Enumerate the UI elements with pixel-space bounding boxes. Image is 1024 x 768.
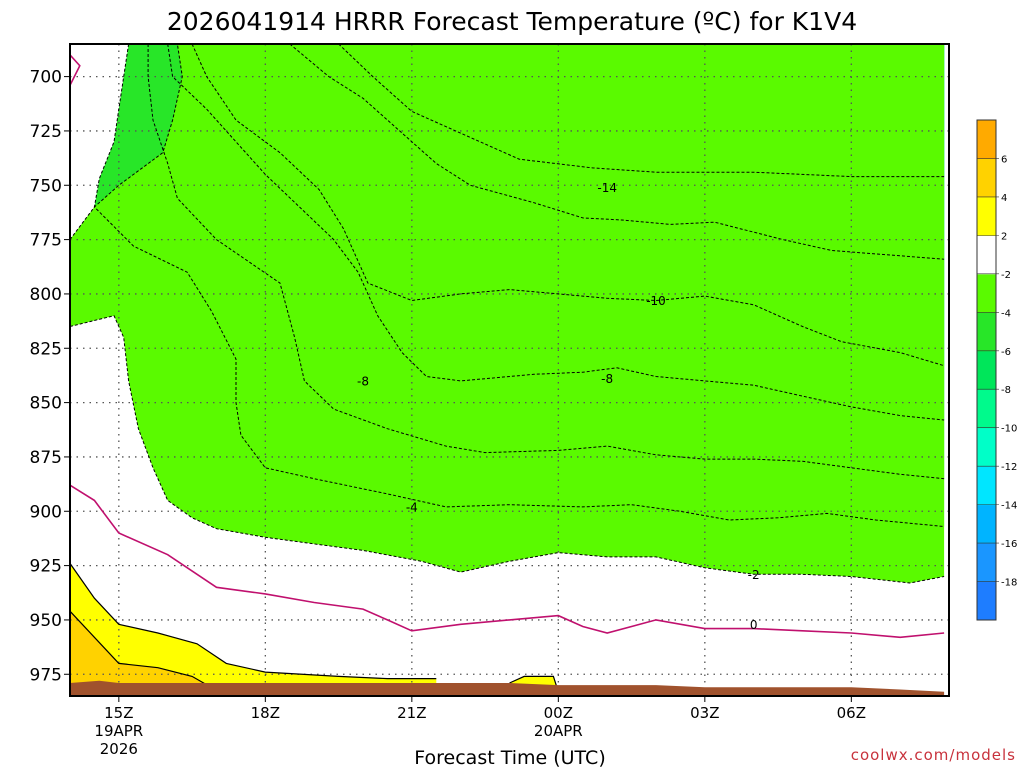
contour-line-11: [70, 563, 437, 680]
colorbar-label-8: -2: [1001, 270, 1011, 281]
contour-label-7: -2: [748, 568, 760, 582]
filled-contours: [70, 44, 945, 696]
contour-line-2: [191, 44, 945, 367]
contour-label-2: -10: [646, 294, 666, 308]
contour-line-12: [70, 610, 227, 696]
colorbar-swatch-10: [977, 196, 996, 236]
terrain-surface: [70, 680, 945, 696]
plot-frame: [69, 43, 950, 697]
x-tick-label-4-0: 03Z: [690, 704, 719, 722]
colorbar-swatch-1: [977, 543, 996, 583]
x-tick-label-5-0: 06Z: [837, 704, 866, 722]
contour-line-5: [147, 44, 945, 480]
colorbar-swatch-2: [977, 504, 996, 544]
contour-line-10: [70, 54, 81, 86]
y-tick-label-10: 950: [30, 611, 62, 631]
colorbar-label-6: -6: [1001, 347, 1011, 358]
x-tick-label-3-0: 00Z: [544, 704, 573, 722]
warm-band-0: [70, 563, 437, 696]
x-tick-label-3-1: 20APR: [534, 722, 583, 740]
colorbar-label-2: -14: [1001, 501, 1017, 512]
contour-line-7: [70, 44, 183, 240]
colorbar-label-9: 2: [1001, 231, 1007, 242]
x-tick-label-0-2: 2026: [100, 740, 138, 758]
colorbar-swatch-9: [977, 235, 996, 275]
contour-line-0: [338, 44, 945, 178]
chart-title: 2026041914 HRRR Forecast Temperature (ºC…: [167, 7, 857, 36]
colorbar-swatch-0: [977, 581, 996, 621]
contour-line-9: [70, 484, 945, 639]
contour-lines: [70, 44, 945, 696]
y-axis: 700 725 750 775 800 825 850 875 900 925 950 975: [30, 68, 70, 685]
x-axis-label: Forecast Time (UTC): [414, 747, 605, 768]
colorbar-swatch-6: [977, 350, 996, 390]
y-tick-label-11: 975: [30, 665, 62, 685]
y-tick-label-8: 900: [30, 502, 62, 522]
colorbar-label-7: -4: [1001, 308, 1011, 319]
y-tick-label-2: 750: [30, 176, 62, 196]
colorbar-swatch-3: [977, 466, 996, 506]
colorbar-swatch-8: [977, 273, 996, 313]
contour-label-0: -14: [597, 181, 617, 195]
x-tick-label-1-0: 18Z: [251, 704, 280, 722]
y-tick-label-1: 725: [30, 122, 62, 142]
colorbar-swatch-7: [977, 312, 996, 352]
colorbar-frame: [976, 119, 997, 621]
credit-text: coolwx.com/models: [851, 746, 1016, 764]
x-tick-label-0-0: 15Z: [104, 704, 133, 722]
terrain-fill: [70, 680, 945, 696]
y-tick-label-0: 700: [30, 68, 62, 88]
colorbar: -18 -16 -14 -12 -10 -8 -6 -4 -2 2 4 6: [976, 119, 1017, 621]
colorbar-label-3: -12: [1001, 462, 1017, 473]
colorbar-label-5: -8: [1001, 385, 1011, 396]
contour-label-6: -4: [406, 500, 418, 514]
plot-area: -14 -10 -8 -8 -4 -2 0: [69, 43, 950, 697]
x-tick-label-2-0: 21Z: [397, 704, 426, 722]
contour-band-6: [70, 44, 945, 583]
y-tick-label-4: 800: [30, 285, 62, 305]
contour-line-1: [289, 44, 945, 260]
y-tick-label-3: 775: [30, 231, 62, 251]
grid-lines: [70, 44, 949, 696]
contour-label-4: -8: [601, 372, 613, 386]
colorbar-swatch-4: [977, 427, 996, 467]
colorbar-label-4: -10: [1001, 424, 1017, 435]
x-tick-label-0-1: 19APR: [94, 722, 143, 740]
contour-label-3: -8: [357, 374, 369, 388]
colorbar-label-10: 4: [1001, 193, 1007, 204]
contour-label-9: 0: [750, 618, 758, 632]
y-tick-label-5: 825: [30, 339, 62, 359]
y-tick-label-7: 875: [30, 448, 62, 468]
contour-labels: -14 -10 -8 -8 -4 -2 0: [357, 181, 760, 632]
colorbar-label-0: -18: [1001, 578, 1017, 589]
colorbar-label-11: 6: [1001, 154, 1007, 165]
contour-line-13: [509, 675, 559, 692]
colorbar-swatch-11: [977, 158, 996, 198]
y-tick-label-6: 850: [30, 394, 62, 414]
colorbar-swatch-12: [977, 120, 996, 159]
y-tick-label-9: 925: [30, 557, 62, 577]
colorbar-swatch-5: [977, 389, 996, 429]
colorbar-label-1: -16: [1001, 539, 1017, 550]
contour-line-3: [167, 44, 945, 421]
